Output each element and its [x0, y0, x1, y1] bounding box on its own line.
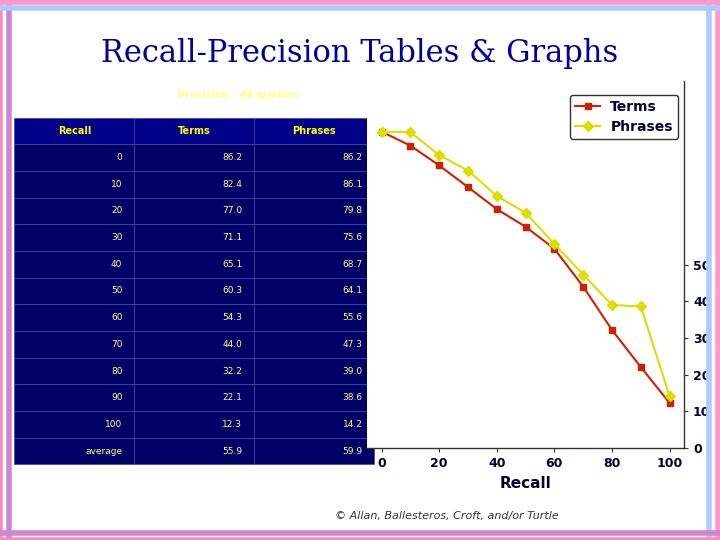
Terms — [377, 129, 386, 135]
Text: Recall-Precision Tables & Graphs: Recall-Precision Tables & Graphs — [102, 38, 618, 69]
Phrases — [521, 210, 530, 216]
Line: Terms: Terms — [378, 128, 673, 407]
Text: © Allan, Ballesteros, Croft, and/or Turtle: © Allan, Ballesteros, Croft, and/or Turt… — [335, 511, 558, 521]
Phrases — [492, 193, 501, 199]
Phrases — [550, 241, 559, 247]
Phrases — [464, 167, 472, 174]
Phrases — [608, 302, 616, 308]
Terms — [464, 184, 472, 191]
Text: Precision - 44 queries: Precision - 44 queries — [178, 90, 297, 100]
Phrases — [435, 152, 444, 158]
Terms — [579, 284, 588, 290]
Terms — [492, 206, 501, 212]
Terms — [435, 162, 444, 168]
Phrases — [579, 271, 588, 278]
Terms — [521, 224, 530, 230]
Terms — [550, 246, 559, 252]
Phrases — [406, 129, 415, 136]
Terms — [665, 400, 674, 406]
Terms — [608, 327, 616, 333]
Legend: Terms, Phrases: Terms, Phrases — [570, 94, 678, 139]
Terms — [406, 143, 415, 149]
Line: Phrases: Phrases — [378, 128, 673, 400]
Y-axis label: Precision: Precision — [711, 233, 720, 296]
Phrases — [665, 393, 674, 399]
X-axis label: Recall: Recall — [500, 476, 552, 491]
Terms — [636, 364, 645, 370]
Phrases — [636, 303, 645, 310]
Phrases — [377, 129, 386, 135]
